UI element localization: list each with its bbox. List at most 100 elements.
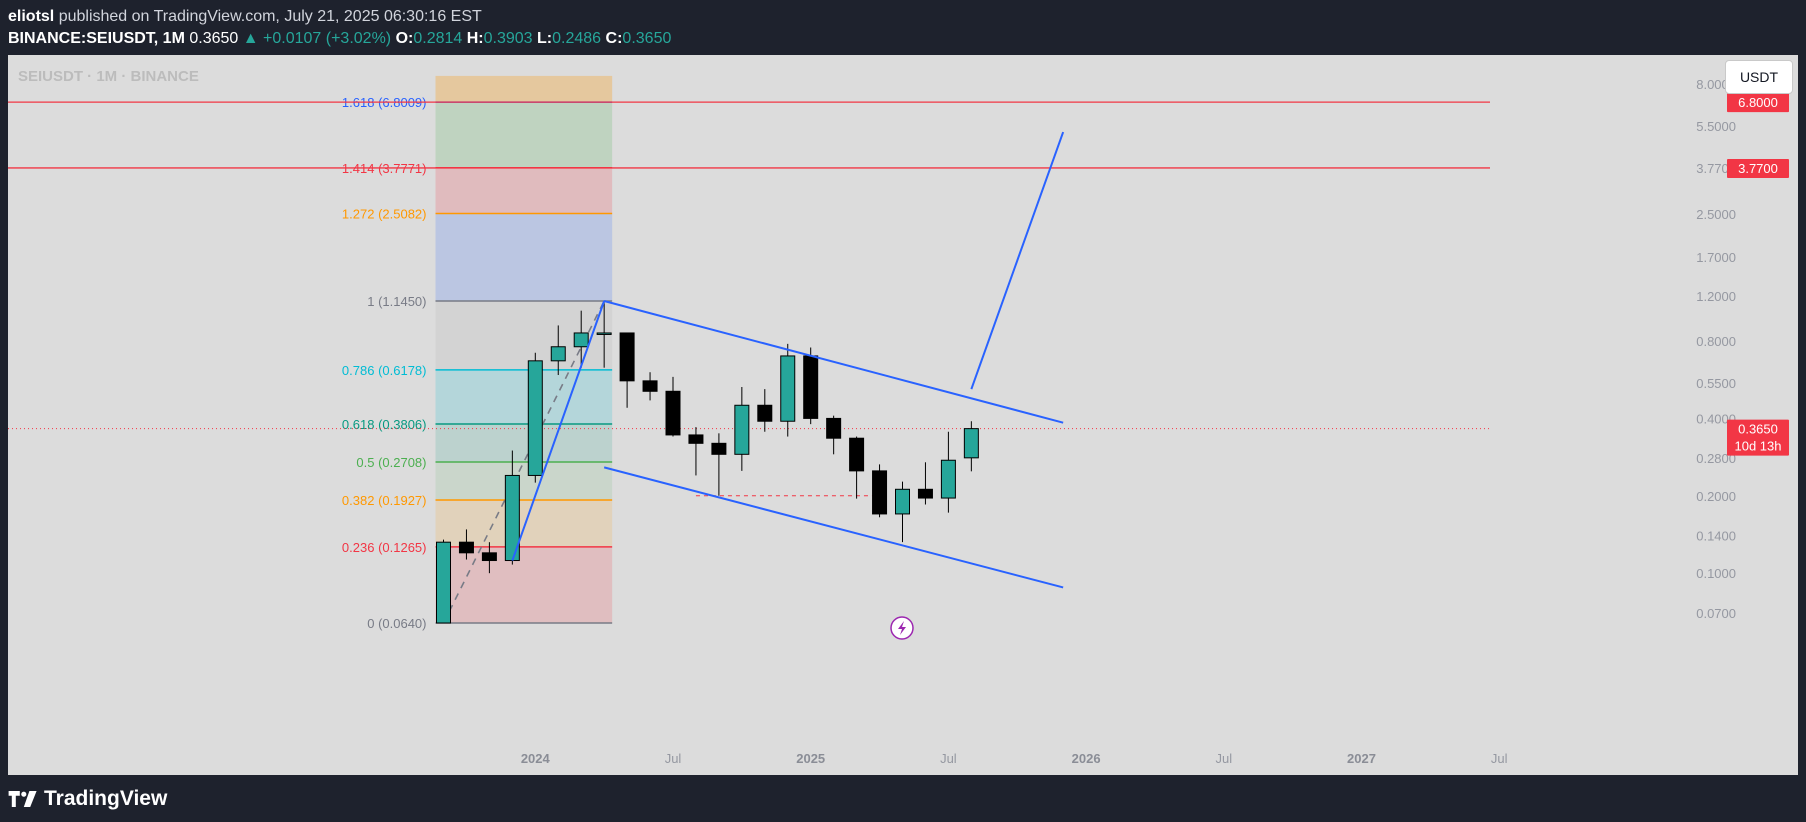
x-axis-tick-label: Jul (665, 751, 682, 766)
y-axis-tick-label: 1.2000 (1696, 289, 1736, 304)
fib-zone (435, 75, 613, 103)
chart-header: eliotsl published on TradingView.com, Ju… (0, 0, 1806, 55)
candle-body (688, 434, 704, 444)
candle-body (895, 488, 910, 515)
fib-level-label: 1.272 (2.5082) (342, 206, 427, 221)
last-price: 0.3650 (189, 30, 239, 47)
x-axis-tick-label: Jul (1215, 751, 1232, 766)
candle-body (757, 404, 773, 422)
candle-body (665, 390, 681, 436)
candle-body (711, 442, 727, 455)
candle-body (803, 355, 819, 419)
candles (436, 301, 979, 624)
tradingview-logo[interactable]: TradingView (8, 787, 167, 811)
y-axis-tick-label: 0.4000 (1696, 411, 1736, 426)
channel-lower-line (603, 466, 1064, 589)
low-value: 0.2486 (552, 30, 602, 47)
fib-zones (435, 75, 613, 623)
fib-level-label: 0 (0.0640) (367, 616, 426, 631)
y-axis-tick-label: 0.1400 (1696, 529, 1736, 544)
price-chart[interactable]: 0 (0.0640) 0.236 (0.1265) 0.382 (0.1927) 0.… (8, 55, 1798, 775)
y-axis-tick-label: 3.7700 (1696, 161, 1736, 176)
chart-area[interactable]: 0 (0.0640) 0.236 (0.1265) 0.382 (0.1927) 0.… (8, 55, 1798, 775)
y-axis-tick-label: 0.0700 (1696, 606, 1736, 621)
x-axis-tick-label: 2025 (796, 751, 825, 766)
fib-zone (435, 546, 613, 623)
symbol-name[interactable]: BINANCE:SEIUSDT, 1M (8, 30, 185, 47)
channel-upper-line (603, 300, 1064, 424)
y-axis-tick-label: 0.5500 (1696, 376, 1736, 391)
x-axis-tick-label: 2024 (521, 751, 551, 766)
candle-body (734, 404, 750, 455)
impulse-trend-line (511, 300, 606, 561)
y-axis-tick-label: 0.2800 (1696, 451, 1736, 466)
x-axis-tick-label: 2026 (1072, 751, 1101, 766)
candle-body (963, 428, 979, 459)
fib-level-label: 0.618 (0.3806) (342, 417, 427, 432)
candle-body (436, 541, 451, 624)
publish-text: published on TradingView.com, July 21, 2… (58, 8, 482, 25)
last-price-tag: 0.3650 (1738, 422, 1778, 437)
footer: TradingView (0, 775, 1806, 822)
x-axis-tick-label: Jul (940, 751, 957, 766)
candle-body (527, 360, 543, 476)
price-tag: 3.7700 (1738, 161, 1778, 176)
y-axis-tick-label: 2.5000 (1696, 207, 1736, 222)
fib-zone (435, 423, 613, 462)
open-value: 0.2814 (413, 30, 463, 47)
y-axis-tick-label: 1.7000 (1696, 250, 1736, 265)
projection-line (970, 131, 1065, 390)
high-label: H: (466, 30, 484, 47)
tradingview-wordmark: TradingView (44, 787, 168, 810)
candle-body (458, 541, 474, 554)
candle-body (481, 552, 497, 562)
candle-body (619, 332, 635, 382)
y-axis-tick-label: 0.1000 (1696, 566, 1736, 581)
last-price-tag-countdown: 10d 13h (1735, 439, 1782, 454)
candle-body (826, 417, 842, 439)
fib-level-label: 0.5 (0.2708) (356, 455, 426, 470)
y-axis-tick-label: 0.2000 (1696, 489, 1736, 504)
candle-body (550, 346, 566, 362)
price-tag-bg (1727, 158, 1789, 178)
price-tag: 6.8000 (1738, 95, 1778, 110)
x-axis-tick-label: 2027 (1347, 751, 1376, 766)
currency-button[interactable]: USDT (1725, 60, 1793, 94)
fib-zone (435, 167, 613, 214)
open-label: O: (395, 30, 414, 47)
fib-level-label: 0.786 (0.6178) (342, 363, 427, 378)
symbol-watermark: SEIUSDT · 1M · BINANCE (18, 68, 199, 85)
author-name[interactable]: eliotsl (8, 8, 55, 25)
fib-zone (435, 499, 613, 547)
fib-zone (435, 369, 613, 424)
candle-body (573, 332, 589, 348)
last-price-tag-bg (1727, 419, 1789, 456)
symbol-info: BINANCE:SEIUSDT, 1M 0.3650 ▲ +0.0107 (+3… (8, 30, 671, 48)
fib-level-label: 0.236 (0.1265) (342, 540, 427, 555)
low-label: L: (537, 30, 553, 47)
close-label: C: (605, 30, 623, 47)
fib-zone (435, 213, 613, 301)
candle-body (596, 332, 612, 335)
price-tag-bg (1727, 93, 1789, 113)
candle-body (872, 470, 888, 515)
y-axis-tick-label: 5.5000 (1696, 119, 1736, 134)
close-value: 0.3650 (622, 30, 672, 47)
candle-body (849, 437, 865, 472)
lightning-icon-bolt (898, 621, 906, 635)
candle-body (940, 459, 956, 499)
candle-body (780, 355, 796, 422)
candle-body (917, 488, 933, 499)
publish-info: eliotsl published on TradingView.com, Ju… (8, 8, 482, 26)
high-value: 0.3903 (483, 30, 533, 47)
lightning-icon[interactable] (890, 616, 914, 640)
x-axis-tick-label: Jul (1491, 751, 1508, 766)
price-change: ▲ +0.0107 (+3.02%) (242, 30, 392, 47)
y-axis-tick-label: 0.8000 (1696, 334, 1736, 349)
candle-body (642, 380, 658, 392)
fib-level-label: 0.382 (0.1927) (342, 493, 427, 508)
tradingview-icon (8, 791, 37, 807)
fib-trend-line (442, 300, 605, 624)
fib-zone (435, 461, 613, 500)
fib-level-label: 1 (1.1450) (367, 294, 426, 309)
